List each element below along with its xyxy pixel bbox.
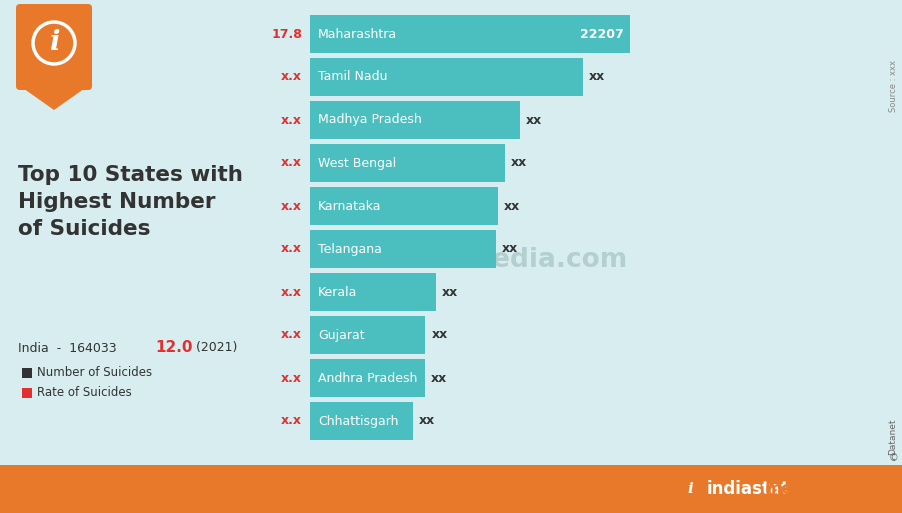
Text: Datanet: Datanet xyxy=(888,419,897,455)
FancyBboxPatch shape xyxy=(16,4,92,90)
Text: xx: xx xyxy=(431,328,447,342)
Bar xyxy=(0,465,902,513)
Bar xyxy=(22,368,32,378)
Text: Top 10 States with
Highest Number
of Suicides: Top 10 States with Highest Number of Sui… xyxy=(18,165,243,240)
Text: Kerala: Kerala xyxy=(318,286,357,299)
Text: xx: xx xyxy=(430,371,446,385)
Text: indiastat: indiastat xyxy=(707,480,790,498)
Text: Madhya Pradesh: Madhya Pradesh xyxy=(318,113,422,127)
Circle shape xyxy=(677,476,703,502)
Text: 17.8: 17.8 xyxy=(272,28,302,41)
Bar xyxy=(310,316,426,354)
Text: (2021): (2021) xyxy=(188,342,237,354)
Bar xyxy=(310,187,498,225)
Text: x.x: x.x xyxy=(281,156,302,169)
Bar xyxy=(22,388,32,398)
Text: Number of Suicides: Number of Suicides xyxy=(37,366,152,380)
Text: Chhattisgarh: Chhattisgarh xyxy=(318,415,399,427)
Bar xyxy=(310,402,413,440)
Text: Karnataka: Karnataka xyxy=(318,200,382,212)
Text: x.x: x.x xyxy=(281,286,302,299)
Bar xyxy=(310,230,496,268)
Text: x.x: x.x xyxy=(281,243,302,255)
Text: India  -  164033: India - 164033 xyxy=(18,342,121,354)
Text: xx: xx xyxy=(511,156,527,169)
Text: indiastatmedia.com: indiastatmedia.com xyxy=(332,247,628,273)
Text: xx: xx xyxy=(442,286,458,299)
Text: Telangana: Telangana xyxy=(318,243,382,255)
Bar xyxy=(310,144,504,182)
Text: Andhra Pradesh: Andhra Pradesh xyxy=(318,371,418,385)
Text: Gujarat: Gujarat xyxy=(318,328,364,342)
Text: x.x: x.x xyxy=(281,415,302,427)
Text: x.x: x.x xyxy=(281,371,302,385)
Text: i: i xyxy=(49,30,60,56)
Text: 12.0: 12.0 xyxy=(155,341,192,356)
Text: 22207: 22207 xyxy=(580,28,624,41)
Text: x.x: x.x xyxy=(281,113,302,127)
Text: xx: xx xyxy=(502,243,519,255)
Text: West Bengal: West Bengal xyxy=(318,156,396,169)
Bar xyxy=(310,58,583,96)
Bar xyxy=(310,273,436,311)
Text: media: media xyxy=(765,480,823,498)
Text: xx: xx xyxy=(504,200,520,212)
Polygon shape xyxy=(20,86,88,110)
Text: Maharashtra: Maharashtra xyxy=(318,28,397,41)
Text: Source : xxx: Source : xxx xyxy=(888,60,897,112)
Text: x.x: x.x xyxy=(281,70,302,84)
Bar xyxy=(310,15,630,53)
Text: xx: xx xyxy=(419,415,436,427)
Text: Tamil Nadu: Tamil Nadu xyxy=(318,70,388,84)
Text: xx: xx xyxy=(526,113,542,127)
Text: x.x: x.x xyxy=(281,328,302,342)
Bar xyxy=(310,359,425,397)
Bar xyxy=(310,101,520,139)
Text: i: i xyxy=(687,482,693,496)
Text: Rate of Suicides: Rate of Suicides xyxy=(37,386,132,400)
Text: x.x: x.x xyxy=(281,200,302,212)
Text: xx: xx xyxy=(589,70,605,84)
Text: ©: © xyxy=(888,453,897,463)
